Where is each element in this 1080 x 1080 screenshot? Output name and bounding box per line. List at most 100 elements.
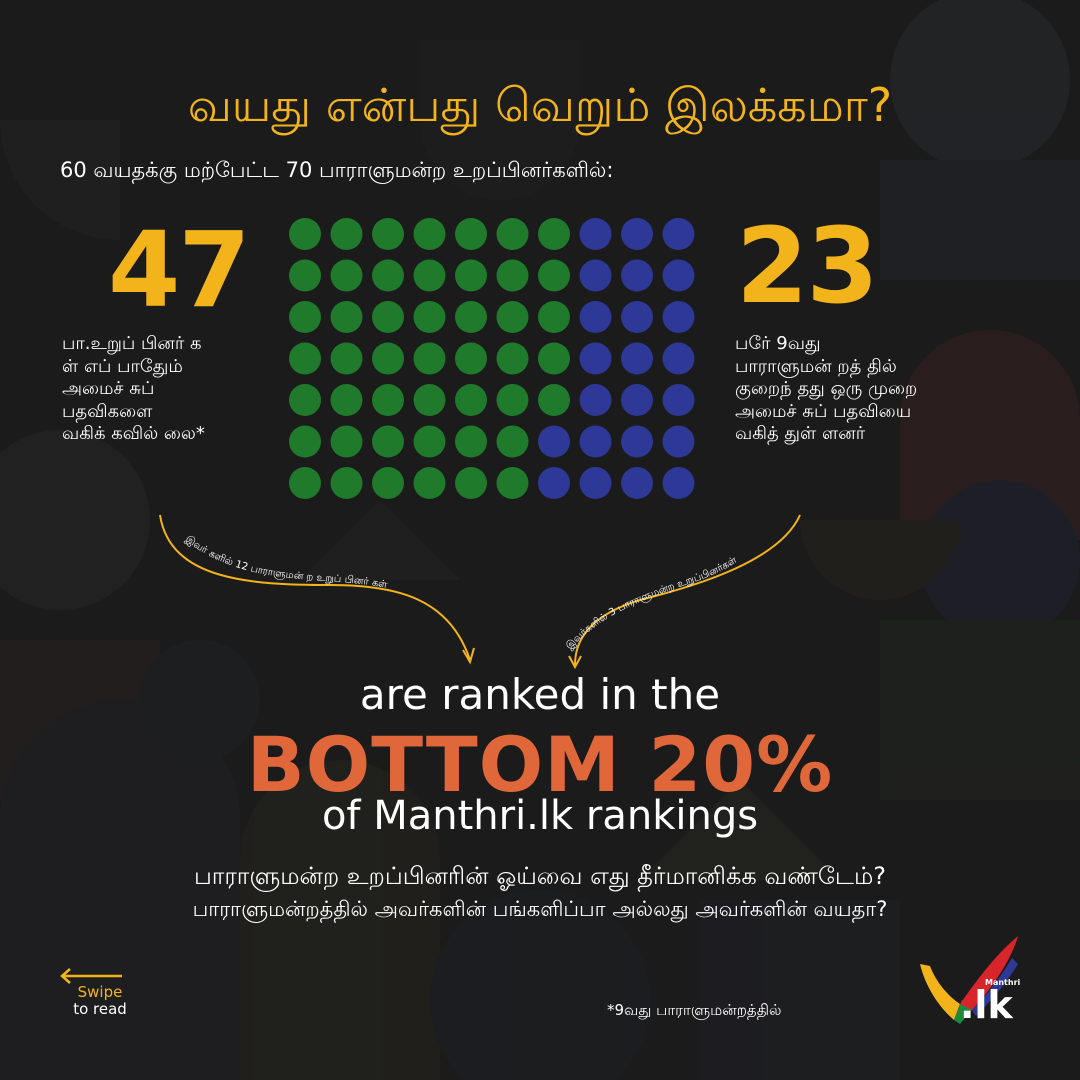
dot-green (289, 218, 321, 250)
dot-blue (579, 384, 612, 416)
dot-green (538, 218, 570, 250)
dot-green (372, 384, 404, 416)
dot-green (413, 301, 446, 333)
dot-green (289, 259, 321, 292)
dot-blue (579, 259, 612, 292)
swipe-to-read[interactable]: Swipe to read (60, 984, 140, 1018)
dot-green (330, 425, 363, 458)
page-title: வயது என்பது வெறும் இலக்கமா? (187, 78, 893, 132)
dot-blue (538, 467, 570, 499)
dot-green (413, 259, 446, 292)
right-arrow-label: இவர்களில் 3 பாராளுமன்ற உறுப்பினர்கள் (564, 555, 739, 652)
dot-green (330, 384, 363, 416)
dot-blue (662, 259, 695, 292)
dot-blue (662, 301, 695, 333)
dot-blue (621, 425, 653, 458)
dot-green (372, 218, 404, 250)
dot-blue (579, 467, 612, 499)
dot-blue (621, 467, 653, 499)
dot-blue (538, 425, 570, 458)
dot-blue (662, 384, 695, 416)
dot-green (413, 218, 446, 250)
dot-green (496, 259, 529, 292)
dot-green (413, 342, 446, 375)
dot-green (289, 425, 321, 458)
swipe-label: Swipe (77, 983, 123, 1001)
dot-green (496, 342, 529, 375)
swipe-arrow-icon[interactable] (58, 966, 126, 986)
stat-number-right: 23 (736, 205, 879, 327)
dot-blue (662, 342, 695, 375)
left-arrow-head (462, 647, 475, 665)
dot-blue (579, 218, 612, 250)
logo-text-manthri: Manthri (985, 978, 1021, 987)
stat-description-left: பா.உறுப் பினர் க ள் எப் பாதேும் அமைச் சு… (62, 333, 205, 444)
logo-text-lk: .lk (960, 983, 1013, 1027)
dot-green (496, 384, 529, 416)
dot-green (330, 259, 363, 292)
footnote: *9வது பாராளுமன்றத்தில் (607, 1001, 782, 1019)
dot-green (413, 425, 446, 458)
dot-green (330, 467, 363, 499)
stat-number-left: 47 (108, 209, 251, 331)
dot-blue (662, 218, 695, 250)
dot-blue (662, 467, 695, 499)
dot-green (413, 467, 446, 499)
dot-green (538, 259, 570, 292)
dot-green (289, 384, 321, 416)
dot-blue (621, 384, 653, 416)
to-read-label: to read (73, 1000, 127, 1018)
subtitle: 60 வயதக்கு மற்பேட்ட 70 பாராளுமன்ற உறப்பி… (60, 158, 614, 182)
dot-green (330, 301, 363, 333)
dot-blue (621, 259, 653, 292)
dot-green (289, 467, 321, 499)
dot-green (455, 218, 487, 250)
svg-text:இவர்களில் 3 பாராளுமன்ற உறுப்பி: இவர்களில் 3 பாராளுமன்ற உறுப்பினர்கள் (564, 555, 739, 652)
headline-line3: of Manthri.lk rankings (321, 793, 759, 839)
dot-green (455, 425, 487, 458)
dot-green (496, 425, 529, 458)
dot-green (455, 301, 487, 333)
dot-blue (579, 342, 612, 375)
dot-green (372, 425, 404, 458)
manthri-logo-icon (920, 936, 1018, 1024)
dot-green (538, 342, 570, 375)
left-arrow-curve (159, 514, 471, 661)
dot-green (496, 301, 529, 333)
question-line1: பாராளுமன்ற உறப்பினரின் ஓய்வை எது தீர்மான… (193, 862, 887, 890)
dot-green (289, 301, 321, 333)
dot-blue (662, 425, 695, 458)
dot-grid (289, 218, 695, 499)
dot-green (372, 467, 404, 499)
dot-green (372, 259, 404, 292)
dot-blue (621, 218, 653, 250)
dot-green (289, 342, 321, 375)
question-line2: பாராளுமன்றத்தில் அவர்களின் பங்களிப்பா அல… (192, 897, 888, 921)
dot-green (455, 467, 487, 499)
dot-green (455, 384, 487, 416)
svg-text:இவர் களில் 12 பாராளுமன் ற உறுப: இவர் களில் 12 பாராளுமன் ற உறுப் பினர் கள… (183, 534, 388, 591)
right-arrow-head (568, 655, 582, 670)
dot-green (372, 301, 404, 333)
dot-green (330, 342, 363, 375)
dot-green (455, 342, 487, 375)
dot-green (413, 384, 446, 416)
headline-bottom-20: BOTTOM 20% (246, 720, 834, 809)
headline-line1: are ranked in the (359, 670, 721, 719)
dot-blue (579, 301, 612, 333)
right-arrow-curve (574, 514, 801, 666)
dot-blue (621, 342, 653, 375)
curved-arrows: இவர் களில் 12 பாராளுமன் ற உறுப் பினர் கள… (159, 514, 801, 670)
dot-green (455, 259, 487, 292)
stat-description-right: பரே் 9வது பாராளுமன் றத் தில் குறைந் தது … (735, 333, 918, 444)
dot-green (538, 384, 570, 416)
left-arrow-label: இவர் களில் 12 பாராளுமன் ற உறுப் பினர் கள… (183, 534, 388, 591)
dot-green (538, 301, 570, 333)
dot-green (496, 467, 529, 499)
dot-blue (621, 301, 653, 333)
dot-green (372, 342, 404, 375)
dot-green (496, 218, 529, 250)
dot-green (330, 218, 363, 250)
dot-blue (579, 425, 612, 458)
